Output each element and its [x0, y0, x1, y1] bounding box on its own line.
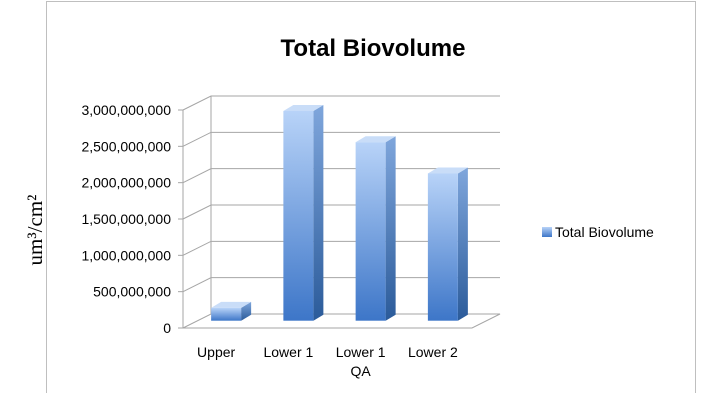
x-tick-labels: Upper Lower 1 Lower 1 QA Lower 2: [197, 344, 458, 379]
y-tick-label: 0: [163, 320, 171, 336]
x-tick-label: QA: [351, 363, 372, 379]
bar-side: [457, 167, 468, 321]
bar-front: [427, 173, 458, 321]
axes: [178, 96, 501, 329]
bar-side: [313, 104, 324, 321]
bar-side: [385, 136, 396, 321]
y-axis-label: um³/cm²: [23, 195, 47, 266]
y-tick-label: 2,500,000,000: [81, 138, 171, 154]
bar: [355, 136, 396, 321]
bar-top: [355, 136, 396, 143]
bar: [283, 104, 324, 321]
legend: Total Biovolume: [542, 224, 654, 240]
bar-top: [427, 167, 468, 174]
gridline: [182, 131, 500, 147]
x-tick-label: Lower 1: [263, 344, 313, 360]
y-tick-label: 1,500,000,000: [81, 211, 171, 227]
x-tick-label: Upper: [197, 344, 235, 360]
y-tick-label: 1,000,000,000: [81, 247, 171, 263]
bars: [211, 104, 468, 321]
bar: [211, 301, 252, 321]
bar-front: [211, 307, 242, 321]
bar-side: [241, 301, 252, 321]
floor: [182, 313, 501, 329]
y-tick-labels: 0 500,000,000 1,000,000,000 1,500,000,000 2,…: [81, 102, 171, 336]
bar-top: [283, 104, 324, 111]
chart-frame: [46, 1, 696, 393]
y-tick-label: 2,000,000,000: [81, 175, 171, 191]
bar-top: [211, 301, 252, 308]
y-tick-label: 500,000,000: [93, 284, 171, 300]
y-tick-label: 3,000,000,000: [81, 102, 171, 118]
legend-label: Total Biovolume: [555, 224, 654, 240]
legend-swatch: [542, 227, 552, 237]
chart-title: Total Biovolume: [281, 35, 466, 62]
x-tick-label: Lower 2: [408, 344, 458, 360]
x-tick-label: Lower 1: [336, 344, 386, 360]
gridline: [182, 95, 500, 111]
bar-front: [355, 142, 386, 321]
bar: [427, 167, 468, 321]
bar-front: [283, 110, 314, 321]
